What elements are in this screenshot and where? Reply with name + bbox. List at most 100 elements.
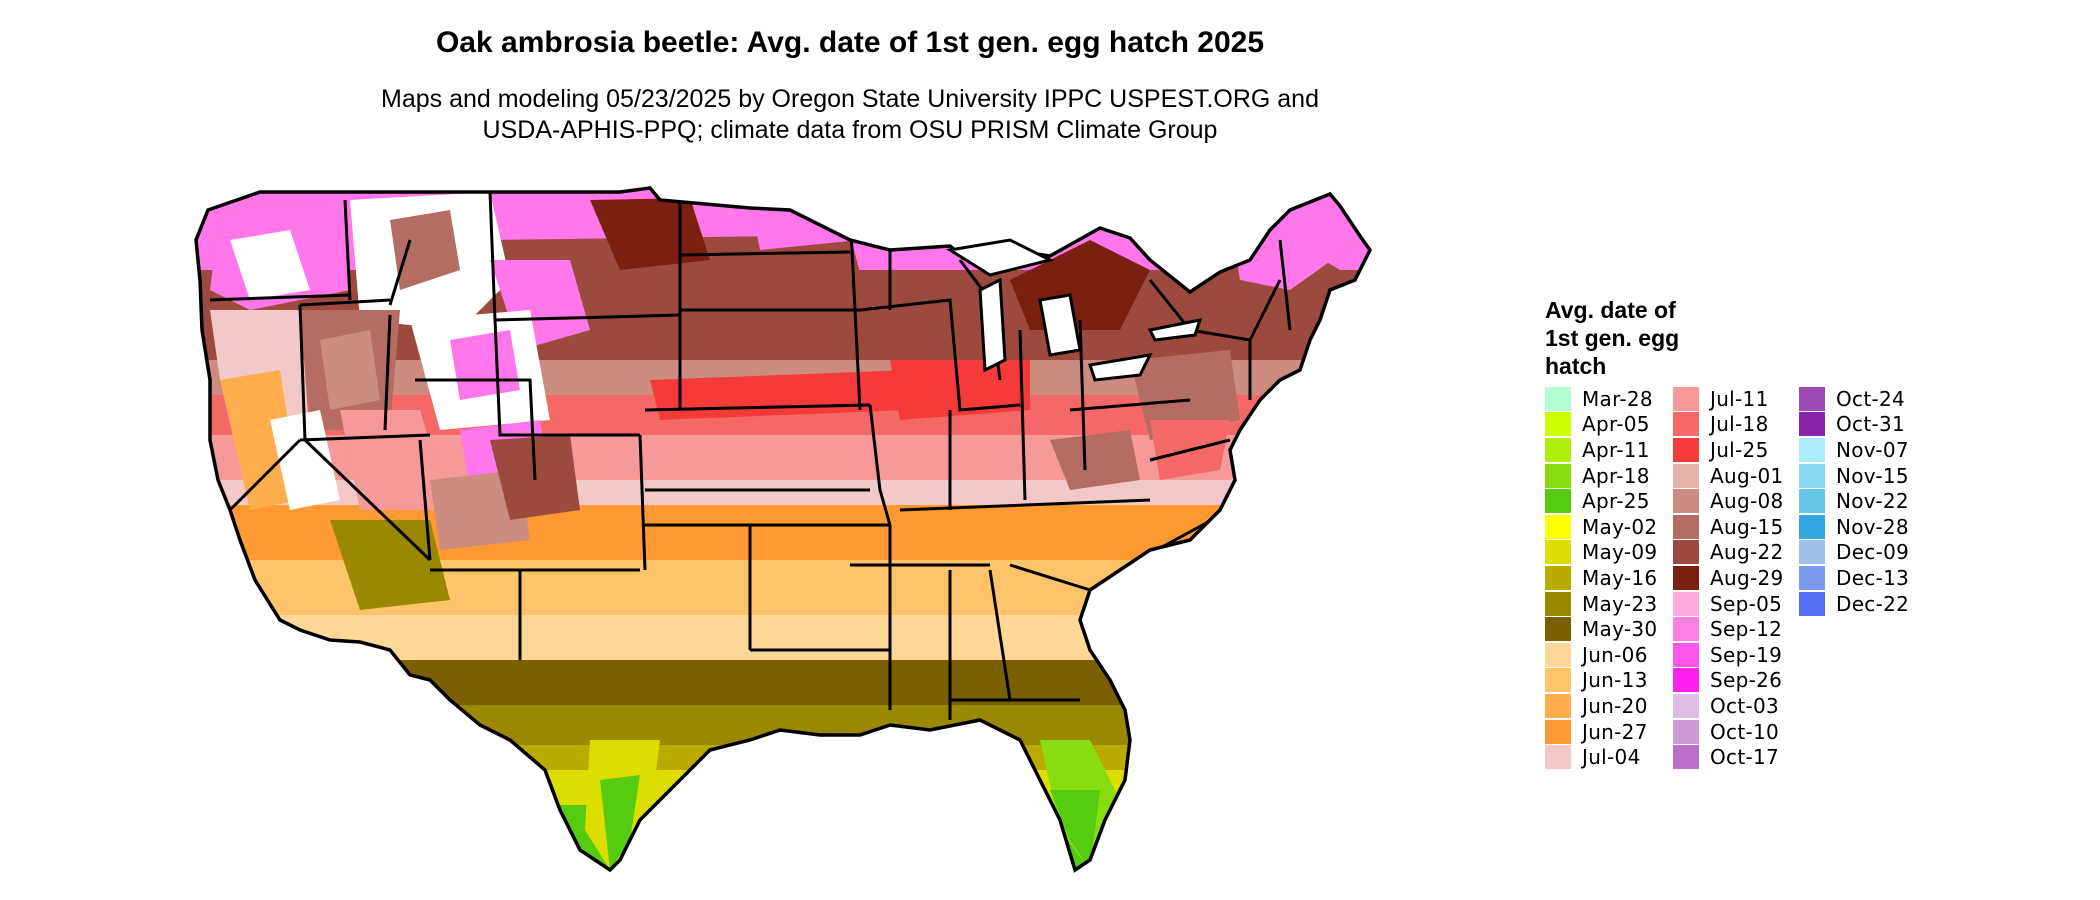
- legend-item: Jul-04: [1545, 744, 1675, 770]
- legend: Avg. date of 1st gen. egg hatch Mar-28 Ap…: [1545, 296, 1909, 770]
- legend-swatch: [1545, 540, 1571, 565]
- legend-item: Jun-27: [1545, 719, 1675, 745]
- map-title: Oak ambrosia beetle: Avg. date of 1st ge…: [435, 26, 1265, 59]
- legend-title-line-3: hatch: [1545, 353, 1607, 379]
- legend-label: May-02: [1582, 514, 1658, 539]
- legend-item: Oct-24: [1799, 386, 1929, 412]
- legend-swatch: [1673, 565, 1699, 590]
- legend-label: Mar-28: [1582, 386, 1653, 411]
- legend-swatch: [1799, 386, 1825, 411]
- legend-swatch: [1799, 412, 1825, 437]
- legend-swatch: [1545, 719, 1571, 744]
- legend-swatch: [1673, 617, 1699, 642]
- legend-item: May-30: [1545, 616, 1675, 642]
- legend-swatch: [1545, 668, 1571, 693]
- legend-label: Apr-25: [1582, 489, 1650, 514]
- legend-label: Jul-25: [1710, 437, 1769, 462]
- legend-label: Oct-31: [1836, 412, 1906, 437]
- legend-label: Oct-24: [1836, 386, 1906, 411]
- legend-item: Aug-15: [1673, 514, 1803, 540]
- legend-item: Jul-11: [1673, 386, 1803, 412]
- legend-item: Aug-29: [1673, 565, 1803, 591]
- legend-item: May-16: [1545, 565, 1675, 591]
- subtitle-line-2: USDA-APHIS-PPQ; climate data from OSU PR…: [482, 116, 1218, 144]
- legend-swatch: [1673, 745, 1699, 770]
- legend-label: May-23: [1582, 591, 1658, 616]
- legend-label: May-30: [1582, 617, 1658, 642]
- legend-label: Jul-11: [1710, 386, 1769, 411]
- legend-label: Jun-13: [1582, 668, 1648, 693]
- legend-label: Aug-15: [1710, 514, 1784, 539]
- legend-swatch: [1799, 514, 1825, 539]
- legend-label: Dec-09: [1836, 540, 1910, 565]
- legend-item: Aug-01: [1673, 463, 1803, 489]
- legend-label: Aug-08: [1710, 489, 1784, 514]
- legend-item: Nov-28: [1799, 514, 1929, 540]
- legend-swatch: [1545, 386, 1571, 411]
- legend-swatch: [1799, 565, 1825, 590]
- legend-label: Apr-11: [1582, 437, 1650, 462]
- legend-item: Jul-25: [1673, 437, 1803, 463]
- legend-label: Dec-13: [1836, 565, 1910, 590]
- legend-label: Jun-20: [1582, 693, 1648, 718]
- legend-swatch: [1545, 463, 1571, 488]
- legend-item: Sep-12: [1673, 616, 1803, 642]
- legend-item: Apr-05: [1545, 412, 1675, 438]
- legend-label: Aug-22: [1710, 540, 1784, 565]
- legend-swatch: [1673, 540, 1699, 565]
- legend-swatch: [1545, 591, 1571, 616]
- legend-swatch: [1799, 463, 1825, 488]
- legend-label: Apr-18: [1582, 463, 1650, 488]
- legend-swatch: [1545, 412, 1571, 437]
- legend-item: Jun-13: [1545, 668, 1675, 694]
- legend-item: Oct-03: [1673, 693, 1803, 719]
- legend-swatch: [1545, 745, 1571, 770]
- legend-swatch: [1673, 693, 1699, 718]
- legend-swatch: [1673, 591, 1699, 616]
- legend-item: Jul-18: [1673, 412, 1803, 438]
- legend-swatch: [1673, 719, 1699, 744]
- legend-swatch: [1673, 514, 1699, 539]
- legend-item: Jun-06: [1545, 642, 1675, 668]
- legend-swatch: [1673, 463, 1699, 488]
- legend-label: Dec-22: [1836, 591, 1910, 616]
- legend-label: Jun-06: [1582, 642, 1648, 667]
- us-map-svg: [194, 186, 1372, 872]
- legend-swatch: [1799, 591, 1825, 616]
- legend-label: Jun-27: [1582, 719, 1648, 744]
- legend-column-2: Jul-11 Jul-18 Jul-25 Aug-01 Aug-08 Aug-15 Aug-…: [1673, 386, 1803, 770]
- map-subtitle: Maps and modeling 05/23/2025 by Oregon S…: [0, 84, 1700, 146]
- legend-swatch: [1673, 489, 1699, 514]
- legend-label: Aug-01: [1710, 463, 1784, 488]
- legend-swatch: [1545, 617, 1571, 642]
- legend-item: Jun-20: [1545, 693, 1675, 719]
- legend-swatch: [1545, 565, 1571, 590]
- legend-swatch: [1799, 540, 1825, 565]
- legend-item: Aug-08: [1673, 488, 1803, 514]
- legend-label: Apr-05: [1582, 412, 1650, 437]
- legend-item: Oct-17: [1673, 744, 1803, 770]
- legend-title-line-2: 1st gen. egg: [1545, 325, 1680, 351]
- legend-label: May-09: [1582, 540, 1658, 565]
- legend-title-line-1: Avg. date of: [1545, 297, 1676, 323]
- legend-item: Dec-13: [1799, 565, 1929, 591]
- legend-swatch: [1545, 437, 1571, 462]
- legend-item: Sep-26: [1673, 668, 1803, 694]
- legend-swatch: [1673, 642, 1699, 667]
- legend-item: Aug-22: [1673, 540, 1803, 566]
- legend-item: Nov-07: [1799, 437, 1929, 463]
- legend-swatch: [1545, 514, 1571, 539]
- legend-item: Apr-25: [1545, 488, 1675, 514]
- legend-label: Nov-22: [1836, 489, 1909, 514]
- legend-item: May-09: [1545, 540, 1675, 566]
- legend-item: May-02: [1545, 514, 1675, 540]
- legend-item: Mar-28: [1545, 386, 1675, 412]
- legend-label: Nov-07: [1836, 437, 1909, 462]
- legend-item: Sep-19: [1673, 642, 1803, 668]
- legend-item: Dec-22: [1799, 591, 1929, 617]
- legend-item: Oct-31: [1799, 412, 1929, 438]
- subtitle-line-1: Maps and modeling 05/23/2025 by Oregon S…: [381, 85, 1319, 113]
- legend-label: Oct-03: [1710, 693, 1780, 718]
- legend-item: Apr-18: [1545, 463, 1675, 489]
- legend-item: May-23: [1545, 591, 1675, 617]
